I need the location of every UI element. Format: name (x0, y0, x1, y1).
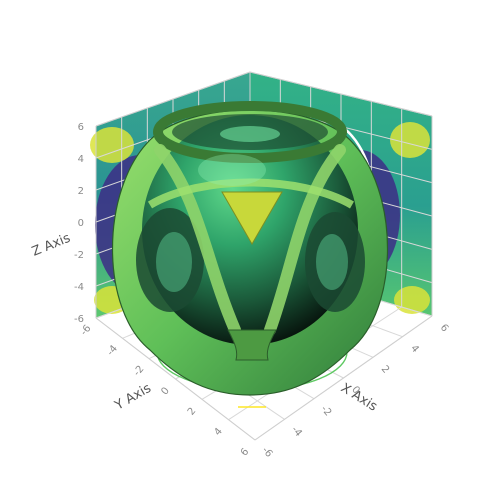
surface-front-notch (221, 191, 283, 246)
y-axis-title: Y Axis (112, 381, 154, 414)
cube-edge (254, 315, 433, 441)
y-tick-label: 0 (159, 385, 172, 397)
z-tick-label: 6 (78, 122, 84, 133)
z-tick-label: -4 (74, 282, 84, 293)
cube-edge (95, 71, 251, 127)
z-tick-label: -2 (74, 250, 84, 261)
y-tick-label: 2 (186, 406, 199, 418)
surface-left-hole (136, 208, 204, 312)
cube-edge (249, 71, 433, 117)
y-tick-label: 6 (239, 446, 252, 458)
surface-top-ring (153, 101, 347, 163)
cube-edge (95, 317, 256, 441)
x-tick-label: -2 (318, 404, 333, 419)
left-wall-contour-high (90, 127, 134, 163)
z-tick-label: 0 (78, 218, 84, 229)
y-tick-label: 4 (212, 426, 225, 438)
z-tick-label: 4 (78, 154, 84, 165)
y-tick-label: -2 (132, 364, 147, 379)
y-tick-label: -6 (79, 323, 94, 338)
x-tick-label: -6 (259, 445, 274, 460)
surface-right-hole (305, 212, 365, 312)
x-tick-label: 4 (408, 343, 421, 355)
z-axis-title: Z Axis (30, 231, 73, 260)
z-tick-label: 2 (78, 186, 84, 197)
x-tick-label: -4 (289, 424, 304, 439)
surface-body (111, 101, 389, 396)
y-tick-label: -4 (105, 343, 120, 358)
right-wall-contour-high (390, 122, 430, 158)
surface-bottom-stem (227, 329, 277, 361)
z-tick-label: -6 (74, 314, 84, 325)
x-tick-label: 0 (349, 384, 362, 396)
x-tick-label: 6 (438, 322, 451, 334)
x-tick-label: 2 (379, 364, 392, 376)
